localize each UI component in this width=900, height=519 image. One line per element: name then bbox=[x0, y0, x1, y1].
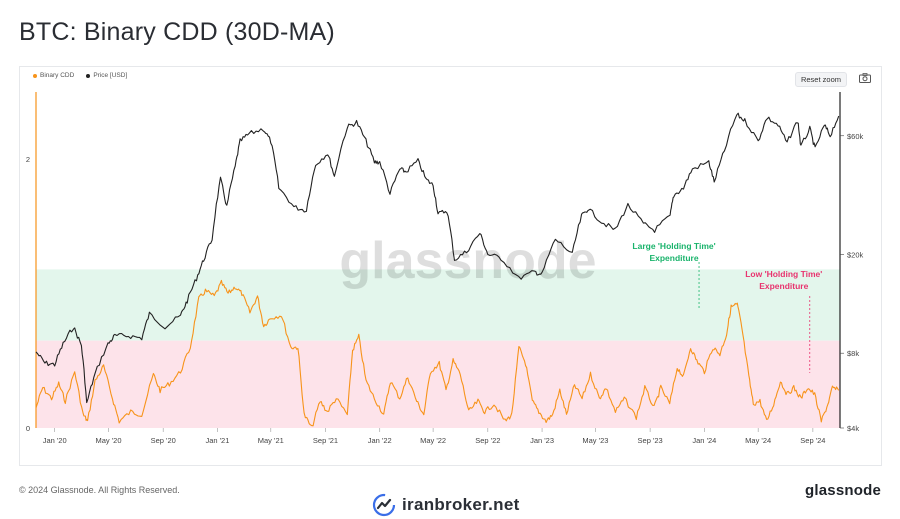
iranbroker-watermark: iranbroker.net bbox=[372, 493, 520, 517]
legend-label-binary-cdd: Binary CDD bbox=[40, 72, 75, 79]
x-tick-label: May '24 bbox=[745, 436, 771, 445]
y-right-tick-label: $8k bbox=[847, 349, 859, 358]
x-tick-label: Sep '20 bbox=[151, 436, 176, 445]
x-tick-label: Sep '23 bbox=[638, 436, 663, 445]
x-tick-label: Sep '21 bbox=[313, 436, 338, 445]
band-green bbox=[36, 269, 840, 341]
reset-zoom-button[interactable]: Reset zoom bbox=[794, 72, 847, 87]
iranbroker-site-text: iranbroker.net bbox=[402, 495, 520, 514]
x-tick-label: May '21 bbox=[258, 436, 284, 445]
chart-legend: Binary CDD Price [USD] bbox=[33, 72, 127, 79]
camera-icon[interactable] bbox=[859, 73, 871, 83]
series-line-price bbox=[35, 112, 840, 404]
annotation-label: Expenditure bbox=[649, 253, 698, 263]
y-right-tick-label: $20k bbox=[847, 250, 864, 259]
glassnode-watermark: glassnode bbox=[339, 232, 596, 290]
y-right-tick-label: $4k bbox=[847, 424, 859, 433]
page-title: BTC: Binary CDD (30D-MA) bbox=[19, 18, 335, 46]
footer-brand-logo: glassnode bbox=[805, 482, 881, 499]
legend-item-price[interactable]: Price [USD] bbox=[86, 72, 127, 79]
legend-swatch-price bbox=[86, 73, 91, 78]
x-tick-label: May '20 bbox=[95, 436, 121, 445]
y-right-tick-label: $60k bbox=[847, 132, 864, 141]
legend-label-price: Price [USD] bbox=[93, 72, 128, 79]
x-tick-label: May '23 bbox=[582, 436, 608, 445]
legend-item-binary-cdd[interactable]: Binary CDD bbox=[33, 72, 74, 79]
x-tick-label: Jan '22 bbox=[368, 436, 392, 445]
x-tick-label: Jan '23 bbox=[530, 436, 554, 445]
x-tick-label: Jan '20 bbox=[43, 436, 67, 445]
annotation-label: Low 'Holding Time' bbox=[745, 269, 822, 279]
y-left-tick-label: 0 bbox=[26, 424, 30, 433]
x-tick-label: Sep '24 bbox=[800, 436, 825, 445]
x-tick-label: Sep '22 bbox=[475, 436, 500, 445]
x-tick-label: Jan '21 bbox=[205, 436, 229, 445]
series-line-binary-cdd bbox=[35, 279, 840, 427]
legend-swatch-binary-cdd bbox=[33, 73, 37, 78]
annotation-label: Large 'Holding Time' bbox=[632, 241, 715, 251]
annotation-label: Expenditure bbox=[759, 281, 808, 291]
x-tick-label: Jan '24 bbox=[692, 436, 716, 445]
iranbroker-logo-icon bbox=[372, 493, 396, 517]
x-tick-label: May '22 bbox=[420, 436, 446, 445]
y-left-tick-label: 2 bbox=[26, 155, 30, 164]
footer-copyright: © 2024 Glassnode. All Rights Reserved. bbox=[19, 485, 180, 495]
